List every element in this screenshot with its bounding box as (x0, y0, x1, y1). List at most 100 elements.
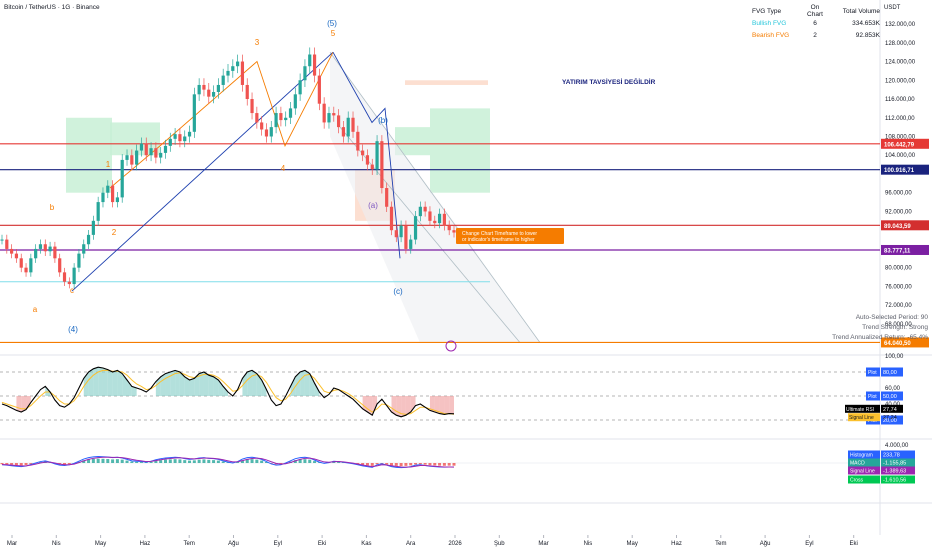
candle-body (351, 118, 354, 132)
chart-title: Bitcoin / TetherUS · 1G · Binance (4, 4, 100, 11)
candle-body (323, 104, 326, 123)
rsi-fill (117, 370, 122, 396)
ultimate-rsi-value: 27,74 (883, 407, 897, 413)
candle-body (284, 118, 287, 120)
macd-histogram-bar (438, 463, 441, 466)
macd-histogram-bar (101, 459, 104, 463)
candle-body (337, 115, 340, 127)
fvg-bullish-type: Bullish FVG (752, 20, 802, 27)
macd-histogram-bar (251, 459, 254, 463)
rsi-fill (247, 370, 252, 396)
price-tick-label: 80.000,00 (885, 266, 912, 272)
candle-body (366, 155, 369, 164)
elliott-wave-label: 3 (255, 38, 260, 47)
period-info-line: Auto-Selected Period: 90 (832, 313, 928, 323)
x-tick-label: Nis (584, 541, 593, 547)
rsi-fill (108, 370, 113, 396)
candle-body (111, 186, 114, 202)
macd-histogram-bar (424, 463, 427, 465)
macd-histogram-bar (313, 461, 316, 463)
macd-histogram-bar (448, 463, 451, 466)
macd-histogram-bar (443, 463, 446, 466)
period-info-line: Trend Strength: Strong (832, 323, 928, 333)
fvg-header-volume: Total Volume (828, 8, 880, 15)
x-tick-label: Eki (318, 541, 326, 547)
x-tick-label: Eki (850, 541, 858, 547)
macd-histogram-bar (106, 459, 109, 463)
x-tick-label: 2026 (448, 541, 462, 547)
candle-body (20, 258, 23, 267)
macd-histogram-bar (135, 462, 138, 463)
macd-histogram-bar (188, 461, 191, 463)
candle-body (5, 240, 8, 249)
candle-body (380, 141, 383, 188)
macd-histogram-bar (193, 460, 196, 463)
fvg-bearish-volume: 92.853K (828, 32, 880, 39)
currency-label[interactable]: USDT (884, 5, 900, 11)
price-line-label: 100.916,71 (884, 168, 915, 174)
rsi-fill (204, 372, 209, 396)
macd-histogram-bar (222, 462, 225, 463)
candle-body (409, 240, 412, 249)
candle-body (87, 235, 90, 244)
macd-histogram-bar (371, 463, 374, 466)
macd-badge-label: Cross (850, 478, 864, 484)
macd-histogram-bar (164, 460, 167, 463)
macd-histogram-bar (453, 463, 456, 466)
candle-body (159, 153, 162, 158)
macd-histogram-bar (395, 463, 398, 466)
rsi-fill (93, 367, 98, 396)
macd-histogram-bar (400, 463, 403, 466)
candle-body (270, 127, 273, 136)
price-tick-label: 116.000,00 (885, 97, 915, 103)
price-tick-label: 76.000,00 (885, 284, 912, 290)
candle-body (356, 132, 359, 151)
price-line-label: 106.442,79 (884, 142, 915, 148)
candle-body (308, 55, 311, 67)
candle-body (375, 141, 378, 169)
elliott-wave-label: b (50, 203, 55, 212)
candle-body (318, 76, 321, 104)
fvg-table: FVG Type On Chart Total Volume Bullish F… (752, 5, 880, 41)
macd-histogram-bar (121, 460, 124, 463)
candle-body (10, 249, 13, 254)
candle-body (217, 85, 220, 92)
macd-histogram-bar (207, 460, 210, 463)
macd-histogram-bar (404, 463, 407, 466)
rsi-tick-label: 100,00 (885, 354, 904, 360)
candle-body (193, 94, 196, 131)
candle-body (404, 226, 407, 249)
macd-badge-value: -1.389,63 (883, 469, 906, 475)
candle-body (24, 268, 27, 273)
candle-body (313, 55, 316, 76)
candle-body (246, 85, 249, 99)
candle-body (265, 129, 268, 136)
macd-tick-label: 4.000,00 (885, 443, 909, 449)
candle-body (68, 282, 71, 284)
macd-histogram-bar (126, 461, 129, 463)
warning-box-text: or indicator's timeframe to higher (462, 237, 535, 243)
rsi-level-value: 50,00 (883, 394, 897, 400)
candle-body (414, 216, 417, 239)
fvg-bearish-count: 2 (802, 32, 828, 39)
candle-body (289, 108, 292, 117)
macd-histogram-bar (169, 459, 172, 463)
elliott-wave-label: a (33, 305, 38, 314)
candle-body (443, 214, 446, 226)
fvg-bearish-type: Bearish FVG (752, 32, 802, 39)
rsi-fill (89, 369, 94, 396)
candle-body (183, 136, 186, 141)
rsi-fill (449, 396, 454, 414)
price-tick-label: 120.000,00 (885, 78, 916, 84)
candle-body (250, 99, 253, 113)
macd-histogram-bar (150, 462, 153, 463)
candle-body (97, 202, 100, 221)
macd-badge-value: -1.610,56 (883, 478, 906, 484)
candle-body (116, 197, 119, 202)
price-tick-label: 72.000,00 (885, 303, 912, 309)
candle-body (101, 193, 104, 202)
x-tick-label: Mar (538, 541, 548, 547)
candle-body (448, 226, 451, 231)
